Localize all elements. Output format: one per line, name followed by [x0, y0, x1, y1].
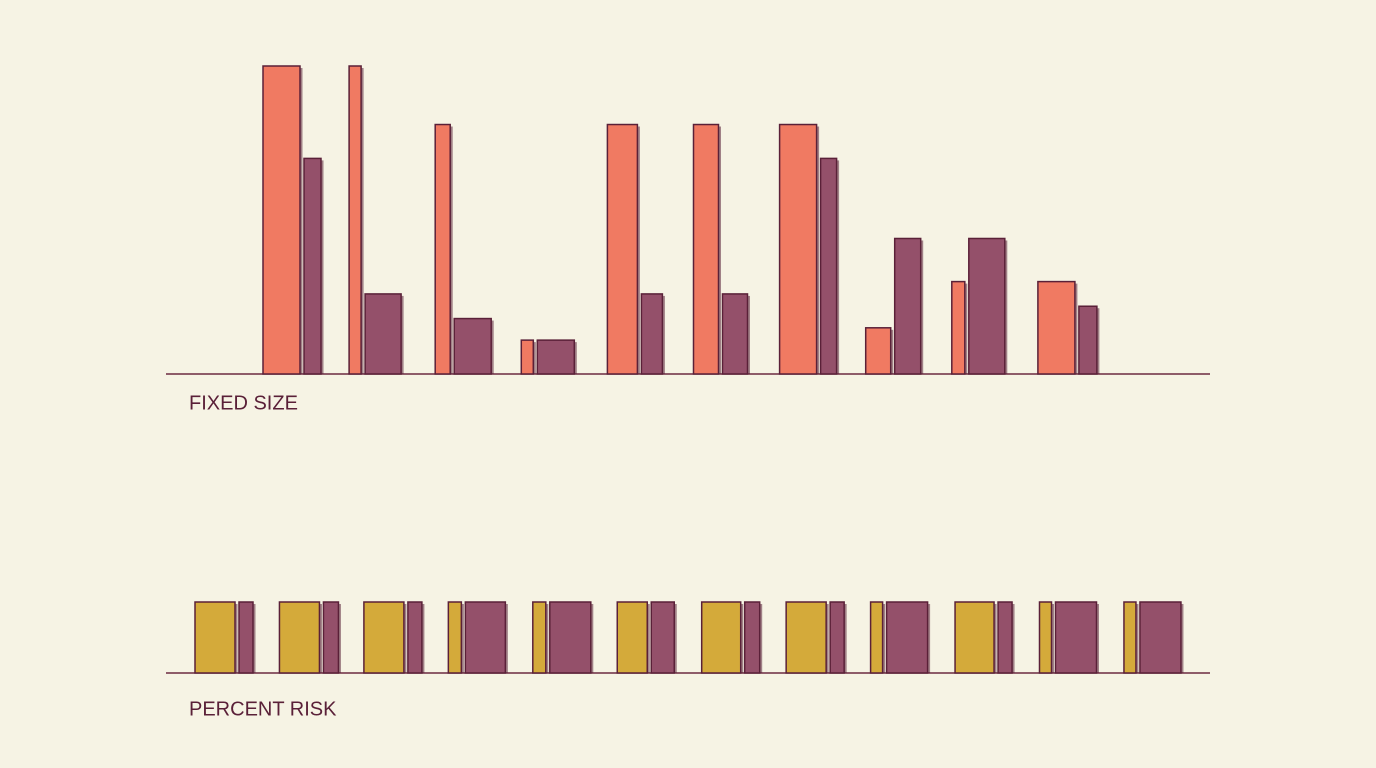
chart-label: FIXED SIZE — [189, 392, 298, 414]
bar — [532, 601, 547, 674]
bar — [364, 293, 402, 375]
bar — [363, 601, 405, 674]
bar — [194, 601, 236, 674]
bar — [1123, 601, 1137, 674]
bar — [1054, 601, 1098, 674]
bar — [785, 601, 827, 674]
bar — [864, 327, 892, 375]
bar — [549, 601, 592, 674]
bar — [743, 601, 761, 674]
bar — [520, 339, 535, 375]
bar — [692, 123, 720, 375]
bar — [1037, 280, 1076, 375]
bar — [700, 601, 742, 674]
bar — [453, 317, 492, 375]
bar — [407, 601, 423, 674]
bar — [778, 123, 818, 375]
bar — [1139, 601, 1182, 674]
chart-label: PERCENT RISK — [189, 698, 337, 720]
bar — [819, 157, 838, 375]
bar — [951, 280, 966, 375]
bar — [303, 157, 322, 375]
bar — [954, 601, 995, 674]
bar — [616, 601, 648, 674]
bar — [238, 601, 254, 674]
bar — [1038, 601, 1053, 674]
bar — [606, 123, 639, 375]
bar — [640, 293, 664, 375]
bar — [1078, 305, 1098, 375]
bar — [968, 237, 1006, 375]
bar — [829, 601, 845, 674]
bar — [997, 601, 1013, 674]
bar — [464, 601, 507, 674]
bar — [447, 601, 463, 674]
bar — [650, 601, 675, 674]
bar — [434, 123, 451, 375]
bar — [348, 65, 362, 375]
bar — [869, 601, 884, 674]
bar — [322, 601, 340, 674]
bar — [278, 601, 321, 674]
bar — [536, 339, 576, 375]
bar — [885, 601, 929, 674]
bar — [721, 293, 749, 375]
bar — [893, 237, 922, 375]
bar — [262, 65, 301, 375]
